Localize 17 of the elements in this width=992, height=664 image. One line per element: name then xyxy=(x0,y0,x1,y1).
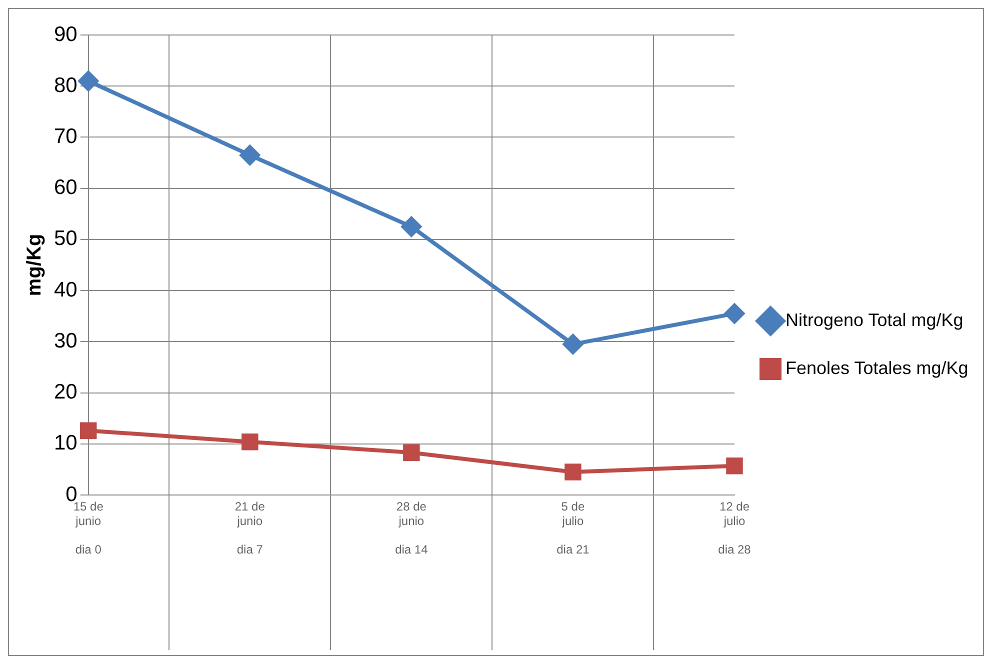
y-tick-label: 70 xyxy=(54,125,78,148)
y-tick-label: 10 xyxy=(54,432,78,455)
y-tick-label: 50 xyxy=(54,227,78,250)
category-label: 21 de junio dia 7 xyxy=(234,500,265,557)
y-tick-label: 80 xyxy=(54,74,78,97)
y-axis-title: mg/Kg xyxy=(24,234,46,296)
y-tick-label: 40 xyxy=(54,278,78,302)
category-label: 28 de junio dia 14 xyxy=(395,500,428,557)
category-label: 5 de julio dia 21 xyxy=(556,500,590,557)
legend-label: Fenoles Totales mg/Kg xyxy=(786,358,968,378)
category-label: 15 de junio dia 0 xyxy=(73,500,104,557)
y-tick-label: 30 xyxy=(54,329,78,352)
y-tick-label: 20 xyxy=(54,380,78,404)
legend-label: Nitrogeno Total mg/Kg xyxy=(786,310,964,330)
y-tick-label: 90 xyxy=(54,22,78,46)
category-label: 12 de julio dia 28 xyxy=(718,500,751,557)
y-tick-label: 60 xyxy=(54,176,78,200)
